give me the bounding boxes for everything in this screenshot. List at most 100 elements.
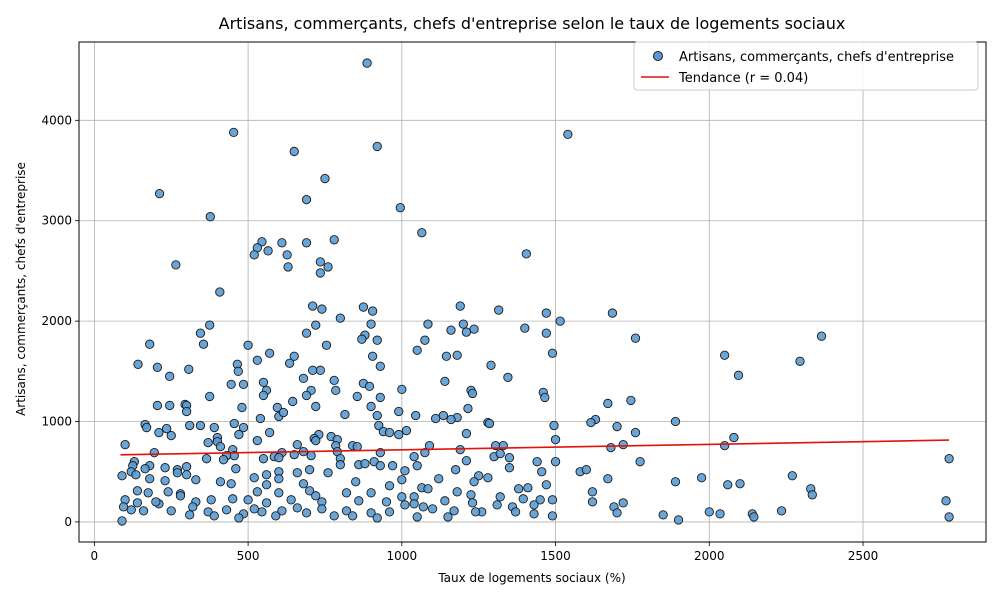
data-point [384, 481, 395, 491]
data-point [366, 401, 376, 412]
data-point [400, 500, 410, 510]
data-point [440, 496, 450, 506]
data-point [298, 373, 309, 383]
data-point [941, 496, 951, 506]
data-point [401, 425, 412, 436]
data-point [132, 498, 143, 508]
data-point [541, 328, 551, 338]
data-point [360, 459, 370, 469]
data-point [198, 339, 209, 349]
data-point [215, 477, 226, 487]
legend: Artisans, commerçants, chefs d'entrepris… [633, 41, 979, 91]
data-point [372, 410, 382, 421]
data-point [532, 457, 542, 467]
data-point [372, 513, 382, 523]
data-point [231, 464, 241, 474]
data-point [626, 395, 636, 406]
chart-title: Artisans, commerçants, chefs d'entrepris… [219, 14, 846, 33]
data-point [446, 414, 456, 425]
data-point [658, 510, 668, 520]
x-axis-ticks: 0 500 1000 1500 2000 2500 [91, 542, 878, 563]
data-point [618, 439, 628, 450]
data-point [329, 375, 339, 386]
data-point [469, 477, 479, 487]
x-tick-label: 2000 [694, 549, 725, 563]
y-tick-label: 4000 [41, 113, 72, 127]
data-point [238, 422, 249, 433]
data-point [329, 511, 339, 521]
data-point [461, 327, 472, 337]
data-point [366, 488, 376, 498]
data-point [181, 470, 192, 480]
data-point [412, 461, 422, 471]
data-point [427, 504, 438, 514]
data-point [547, 348, 558, 358]
data-point [352, 441, 362, 452]
data-point [315, 365, 326, 375]
data-point [461, 456, 472, 466]
data-point [384, 427, 395, 438]
data-point [394, 429, 404, 440]
data-point [357, 334, 367, 344]
data-point [233, 366, 243, 376]
data-point [172, 468, 183, 478]
data-point [529, 500, 539, 510]
data-point [301, 508, 312, 518]
data-point [261, 480, 272, 490]
data-point [673, 515, 684, 525]
data-point [226, 479, 236, 489]
data-point [461, 428, 472, 439]
legend-label-scatter: Artisans, commerçants, chefs d'entrepris… [679, 50, 954, 65]
data-point [237, 402, 247, 413]
data-point [375, 361, 385, 371]
legend-label-trend: Tendance (r = 0.04) [678, 71, 808, 86]
data-point [816, 331, 827, 341]
data-point [787, 471, 797, 481]
data-point [249, 250, 259, 260]
data-point [311, 401, 321, 412]
data-point [151, 497, 161, 507]
data-point [160, 476, 170, 486]
data-point [735, 479, 745, 489]
data-point [612, 508, 622, 518]
data-point [154, 427, 164, 438]
data-point [587, 497, 598, 507]
data-point [308, 365, 318, 375]
data-point [670, 477, 681, 487]
data-point [587, 487, 598, 497]
data-point [458, 319, 468, 329]
data-point [289, 351, 299, 361]
data-point [341, 488, 352, 498]
data-point [315, 257, 326, 267]
data-point [218, 455, 229, 465]
legend-box [633, 41, 979, 91]
data-point [191, 475, 201, 485]
data-point [289, 146, 299, 157]
data-point [733, 370, 744, 380]
data-point [238, 379, 249, 390]
data-point [311, 491, 321, 501]
data-point [503, 372, 513, 382]
data-point [358, 302, 369, 312]
data-point [434, 474, 444, 484]
data-point [375, 461, 385, 471]
data-point [188, 502, 198, 512]
data-point [165, 400, 175, 411]
data-point [329, 235, 339, 245]
y-tick-label: 3000 [41, 214, 72, 228]
data-point [400, 466, 410, 476]
data-point [372, 141, 382, 152]
data-point [282, 250, 292, 260]
data-point [374, 420, 384, 431]
data-point [581, 465, 591, 475]
data-point [412, 345, 422, 355]
data-point [298, 479, 309, 489]
data-point [277, 506, 287, 516]
data-point [494, 305, 504, 315]
data-point [277, 238, 287, 248]
data-point [286, 495, 296, 505]
data-point [181, 462, 192, 472]
data-point [352, 391, 362, 402]
data-point [181, 406, 192, 417]
